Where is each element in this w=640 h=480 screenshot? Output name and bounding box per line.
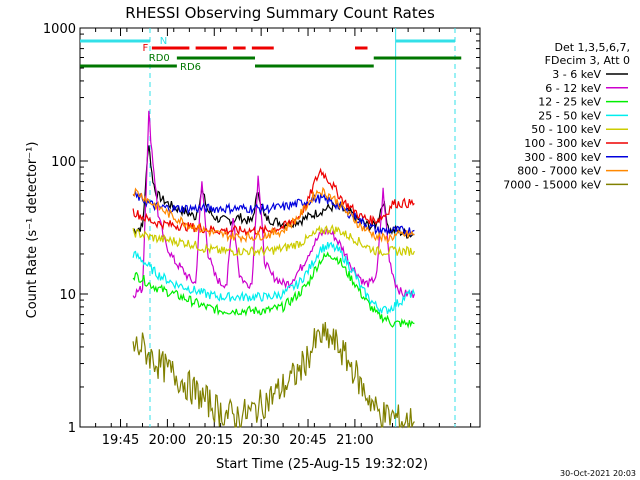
axis-ticks: 19:45 20:00 20:15 20:30 20:45 21:00 1 10 100 1000	[43, 22, 480, 448]
flag-label-rd6: RD6	[180, 62, 201, 73]
x-tick-label: 20:45	[289, 433, 326, 448]
legend: Det 1,3,5,6,7, FDecim 3, Att 0 3 - 6 keV…	[503, 41, 630, 191]
legend-entry-label: 12 - 25 keV	[538, 96, 601, 109]
x-tick-label: 21:00	[336, 433, 373, 448]
chart-title: RHESSI Observing Summary Count Rates	[125, 4, 435, 22]
series-line-0	[132, 145, 415, 239]
y-axis-label: Count Rate (s⁻¹ detector⁻¹)	[25, 142, 40, 319]
legend-entry-label: 3 - 6 keV	[552, 68, 601, 81]
x-tick-label: 20:30	[242, 433, 279, 448]
legend-entry-label: 300 - 800 keV	[524, 151, 601, 164]
legend-header-1: Det 1,3,5,6,7,	[554, 41, 630, 54]
y-tick-label: 10	[59, 288, 76, 303]
y-tick-label: 1000	[43, 22, 76, 37]
legend-entry-label: 100 - 300 keV	[524, 137, 601, 150]
series-line-5	[132, 167, 415, 237]
x-axis-label: Start Time (25-Aug-15 19:32:02)	[216, 457, 428, 472]
series-line-8	[132, 322, 415, 429]
legend-entry-label: 6 - 12 keV	[545, 82, 601, 95]
series-line-4	[132, 224, 415, 257]
series-line-2	[132, 251, 415, 329]
series-lines	[132, 110, 415, 429]
plot-area: 19:45 20:00 20:15 20:30 20:45 21:00 1 10 100 1000…	[43, 22, 481, 448]
legend-header-2: FDecim 3, Att 0	[545, 54, 630, 67]
flag-label-night: N	[160, 36, 167, 47]
legend-entry-label: 7000 - 15000 keV	[503, 178, 601, 191]
series-line-1	[132, 110, 415, 299]
x-tick-label: 19:45	[102, 433, 139, 448]
series-line-3	[132, 241, 415, 315]
series-line-7	[132, 186, 415, 245]
legend-entry-label: 25 - 50 keV	[538, 109, 601, 122]
flag-label-flare: F	[143, 43, 149, 54]
y-tick-label: 100	[51, 155, 76, 170]
timestamp: 30-Oct-2021 20:03	[560, 469, 636, 478]
flag-label-rd0: RD0	[149, 53, 170, 64]
y-tick-label: 1	[68, 421, 76, 436]
legend-entry-label: 50 - 100 keV	[531, 123, 601, 136]
plot-frame	[79, 27, 481, 428]
legend-entry-label: 800 - 7000 keV	[517, 165, 601, 178]
x-tick-label: 20:15	[196, 433, 233, 448]
x-tick-label: 20:00	[149, 433, 186, 448]
